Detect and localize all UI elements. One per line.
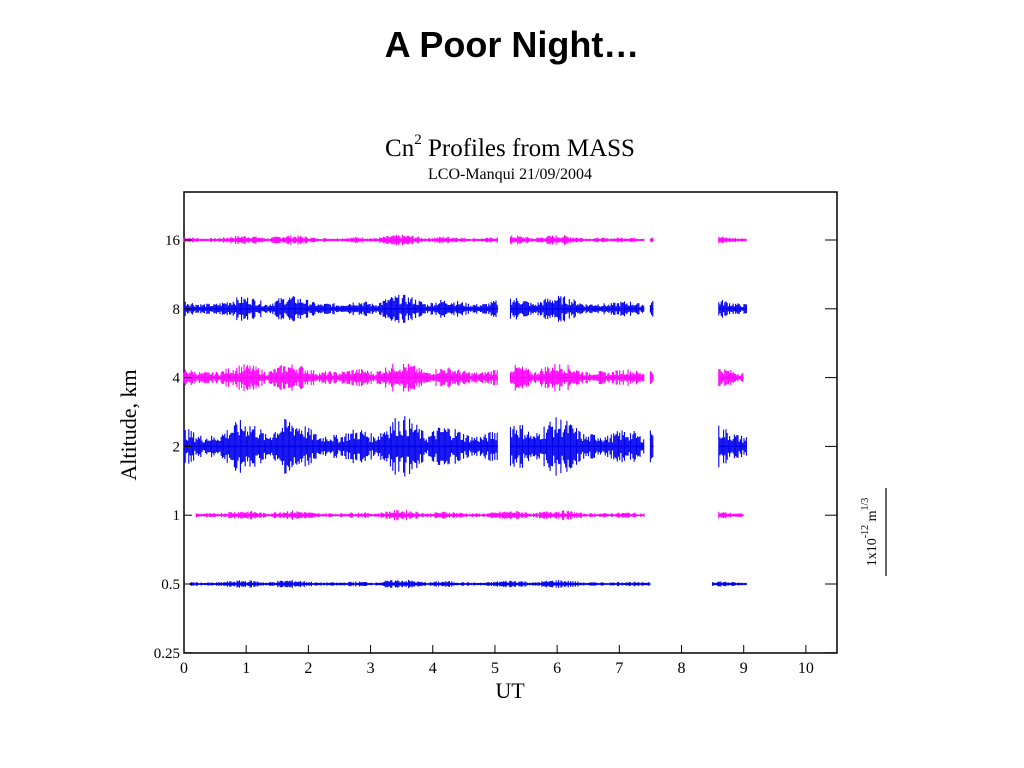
series-4km [183, 363, 744, 392]
x-tick-label: 2 [304, 660, 312, 677]
x-tick-label: 8 [678, 660, 686, 677]
y-tick-label: 16 [165, 233, 181, 249]
x-tick-label: 5 [491, 660, 499, 677]
series-1km [195, 510, 744, 521]
y-tick-label: 4 [173, 371, 181, 387]
x-tick-label: 3 [367, 660, 375, 677]
svg-text:1x10-12 m1/3: 1x10-12 m1/3 [860, 498, 880, 567]
ticks-layer: 0 1 2 3 4 5 6 7 8 9 10 16 8 4 2 1 0.5 0.25 [154, 233, 837, 677]
slide-title: A Poor Night… [384, 24, 640, 65]
y-tick-label: 1 [173, 508, 181, 524]
series-2km [183, 416, 747, 477]
y-tick-label: 0.25 [154, 646, 180, 662]
x-tick-label: 7 [615, 660, 623, 677]
x-tick-label: 10 [798, 660, 814, 677]
series-0_5km [189, 580, 747, 588]
x-tick-label: 4 [429, 660, 437, 677]
y-axis-label: Altitude, km [116, 369, 141, 480]
x-tick-label: 0 [180, 660, 188, 677]
plot-frame [183, 191, 838, 654]
x-tick-label: 1 [242, 660, 250, 677]
y-tick-label: 2 [173, 439, 181, 455]
y-tick-label: 0.5 [161, 577, 180, 593]
scale-label: 1x10-12 m1/3 [860, 488, 887, 576]
x-tick-label: 9 [740, 660, 748, 677]
series-8km [183, 294, 747, 323]
series-16km [183, 234, 747, 246]
chart-subtitle: LCO-Manqui 21/09/2004 [428, 166, 592, 183]
y-tick-label: 8 [173, 302, 181, 318]
x-axis-label: UT [495, 678, 525, 703]
x-tick-label: 6 [553, 660, 561, 677]
series-layer [183, 234, 747, 588]
chart-title: Cn2 Profiles from MASS [385, 132, 635, 162]
